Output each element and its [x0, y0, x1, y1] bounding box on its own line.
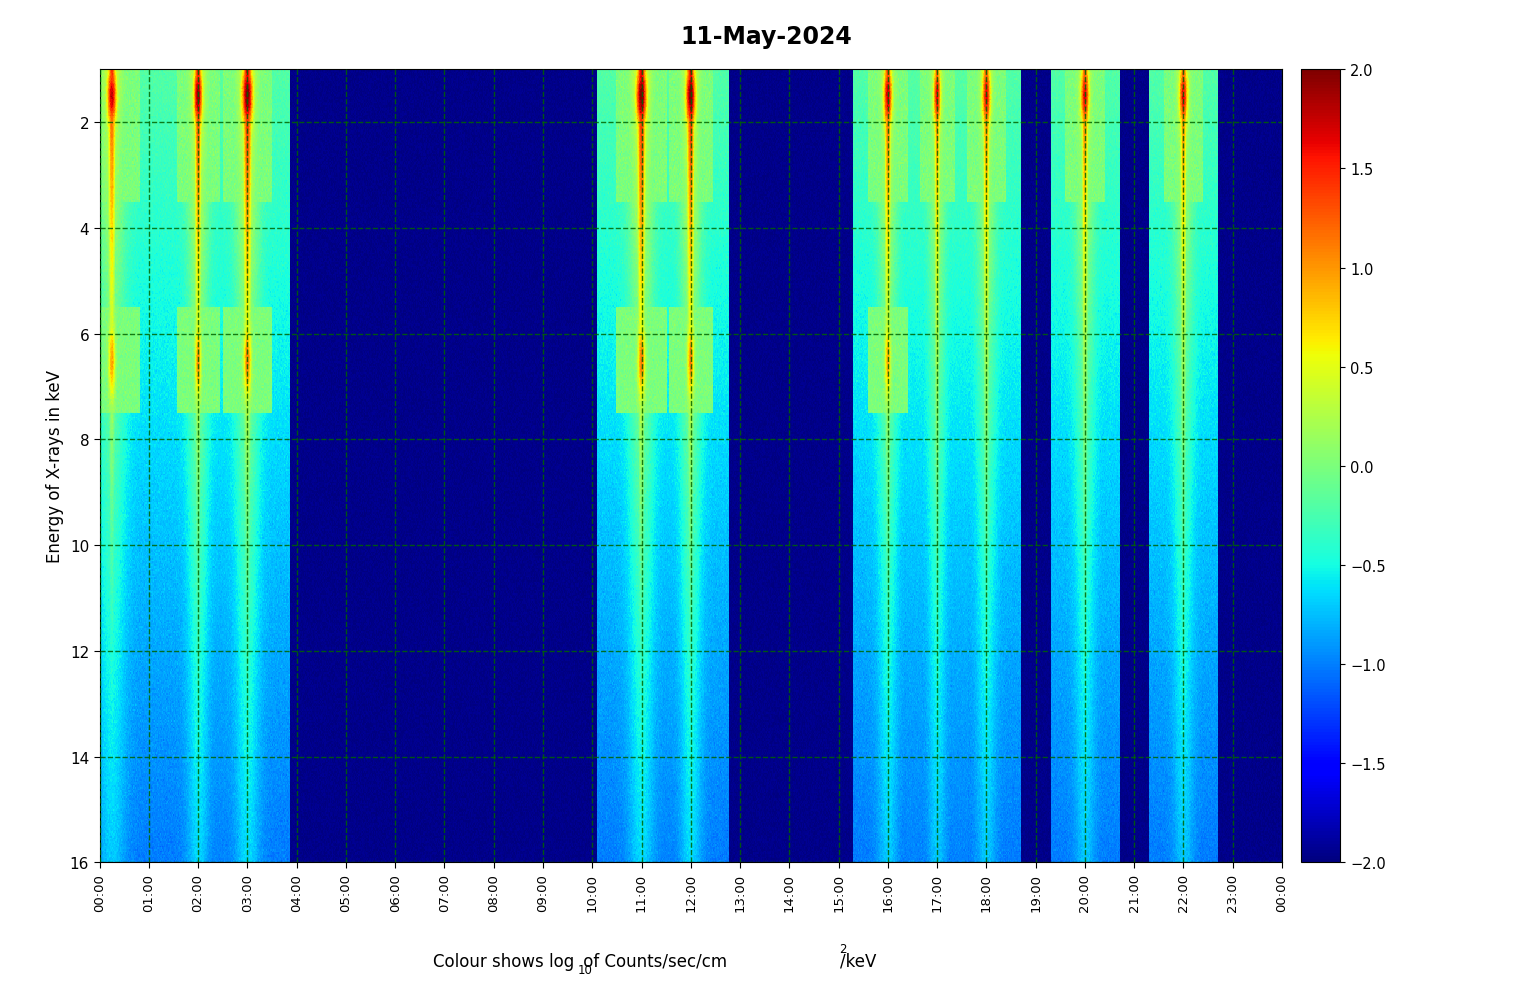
Text: 2: 2 — [840, 943, 847, 955]
Y-axis label: Energy of X-rays in keV: Energy of X-rays in keV — [46, 370, 64, 563]
Text: /keV: /keV — [840, 952, 876, 970]
Text: 11-May-2024: 11-May-2024 — [680, 25, 852, 49]
Text: of Counts/sec/cm: of Counts/sec/cm — [578, 952, 726, 970]
Text: Colour shows log: Colour shows log — [434, 952, 574, 970]
Text: 10: 10 — [578, 964, 593, 976]
